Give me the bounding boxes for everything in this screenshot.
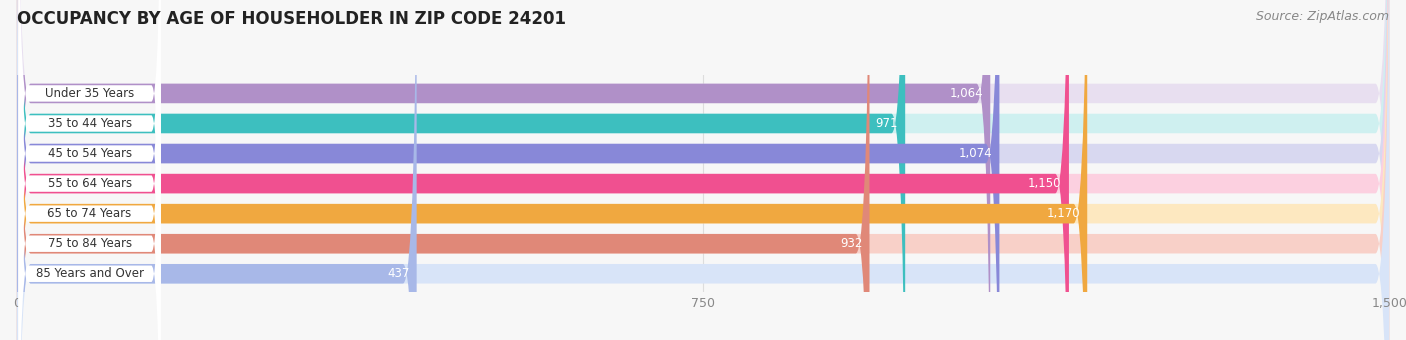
- FancyBboxPatch shape: [18, 0, 160, 340]
- FancyBboxPatch shape: [17, 0, 416, 340]
- Text: 1,064: 1,064: [949, 87, 983, 100]
- FancyBboxPatch shape: [18, 0, 160, 340]
- FancyBboxPatch shape: [17, 0, 1389, 340]
- Text: Under 35 Years: Under 35 Years: [45, 87, 134, 100]
- FancyBboxPatch shape: [17, 0, 1000, 340]
- Text: 65 to 74 Years: 65 to 74 Years: [48, 207, 132, 220]
- FancyBboxPatch shape: [17, 0, 1389, 340]
- FancyBboxPatch shape: [17, 0, 990, 340]
- FancyBboxPatch shape: [17, 0, 905, 340]
- Text: 437: 437: [387, 267, 409, 280]
- Text: 971: 971: [876, 117, 898, 130]
- FancyBboxPatch shape: [17, 0, 1389, 340]
- Text: 1,074: 1,074: [959, 147, 993, 160]
- FancyBboxPatch shape: [17, 0, 1069, 340]
- FancyBboxPatch shape: [17, 0, 1389, 340]
- Text: OCCUPANCY BY AGE OF HOUSEHOLDER IN ZIP CODE 24201: OCCUPANCY BY AGE OF HOUSEHOLDER IN ZIP C…: [17, 10, 565, 28]
- Text: 45 to 54 Years: 45 to 54 Years: [48, 147, 132, 160]
- FancyBboxPatch shape: [17, 0, 1087, 340]
- FancyBboxPatch shape: [18, 0, 160, 340]
- FancyBboxPatch shape: [17, 0, 869, 340]
- Text: Source: ZipAtlas.com: Source: ZipAtlas.com: [1256, 10, 1389, 23]
- Text: 932: 932: [839, 237, 862, 250]
- Text: 85 Years and Over: 85 Years and Over: [35, 267, 143, 280]
- Text: 35 to 44 Years: 35 to 44 Years: [48, 117, 132, 130]
- FancyBboxPatch shape: [17, 0, 1389, 340]
- Text: 75 to 84 Years: 75 to 84 Years: [48, 237, 132, 250]
- Text: 1,150: 1,150: [1028, 177, 1062, 190]
- FancyBboxPatch shape: [18, 0, 160, 340]
- FancyBboxPatch shape: [18, 0, 160, 340]
- FancyBboxPatch shape: [18, 0, 160, 340]
- FancyBboxPatch shape: [17, 0, 1389, 340]
- Text: 55 to 64 Years: 55 to 64 Years: [48, 177, 132, 190]
- Text: 1,170: 1,170: [1046, 207, 1080, 220]
- FancyBboxPatch shape: [18, 0, 160, 340]
- FancyBboxPatch shape: [17, 0, 1389, 340]
